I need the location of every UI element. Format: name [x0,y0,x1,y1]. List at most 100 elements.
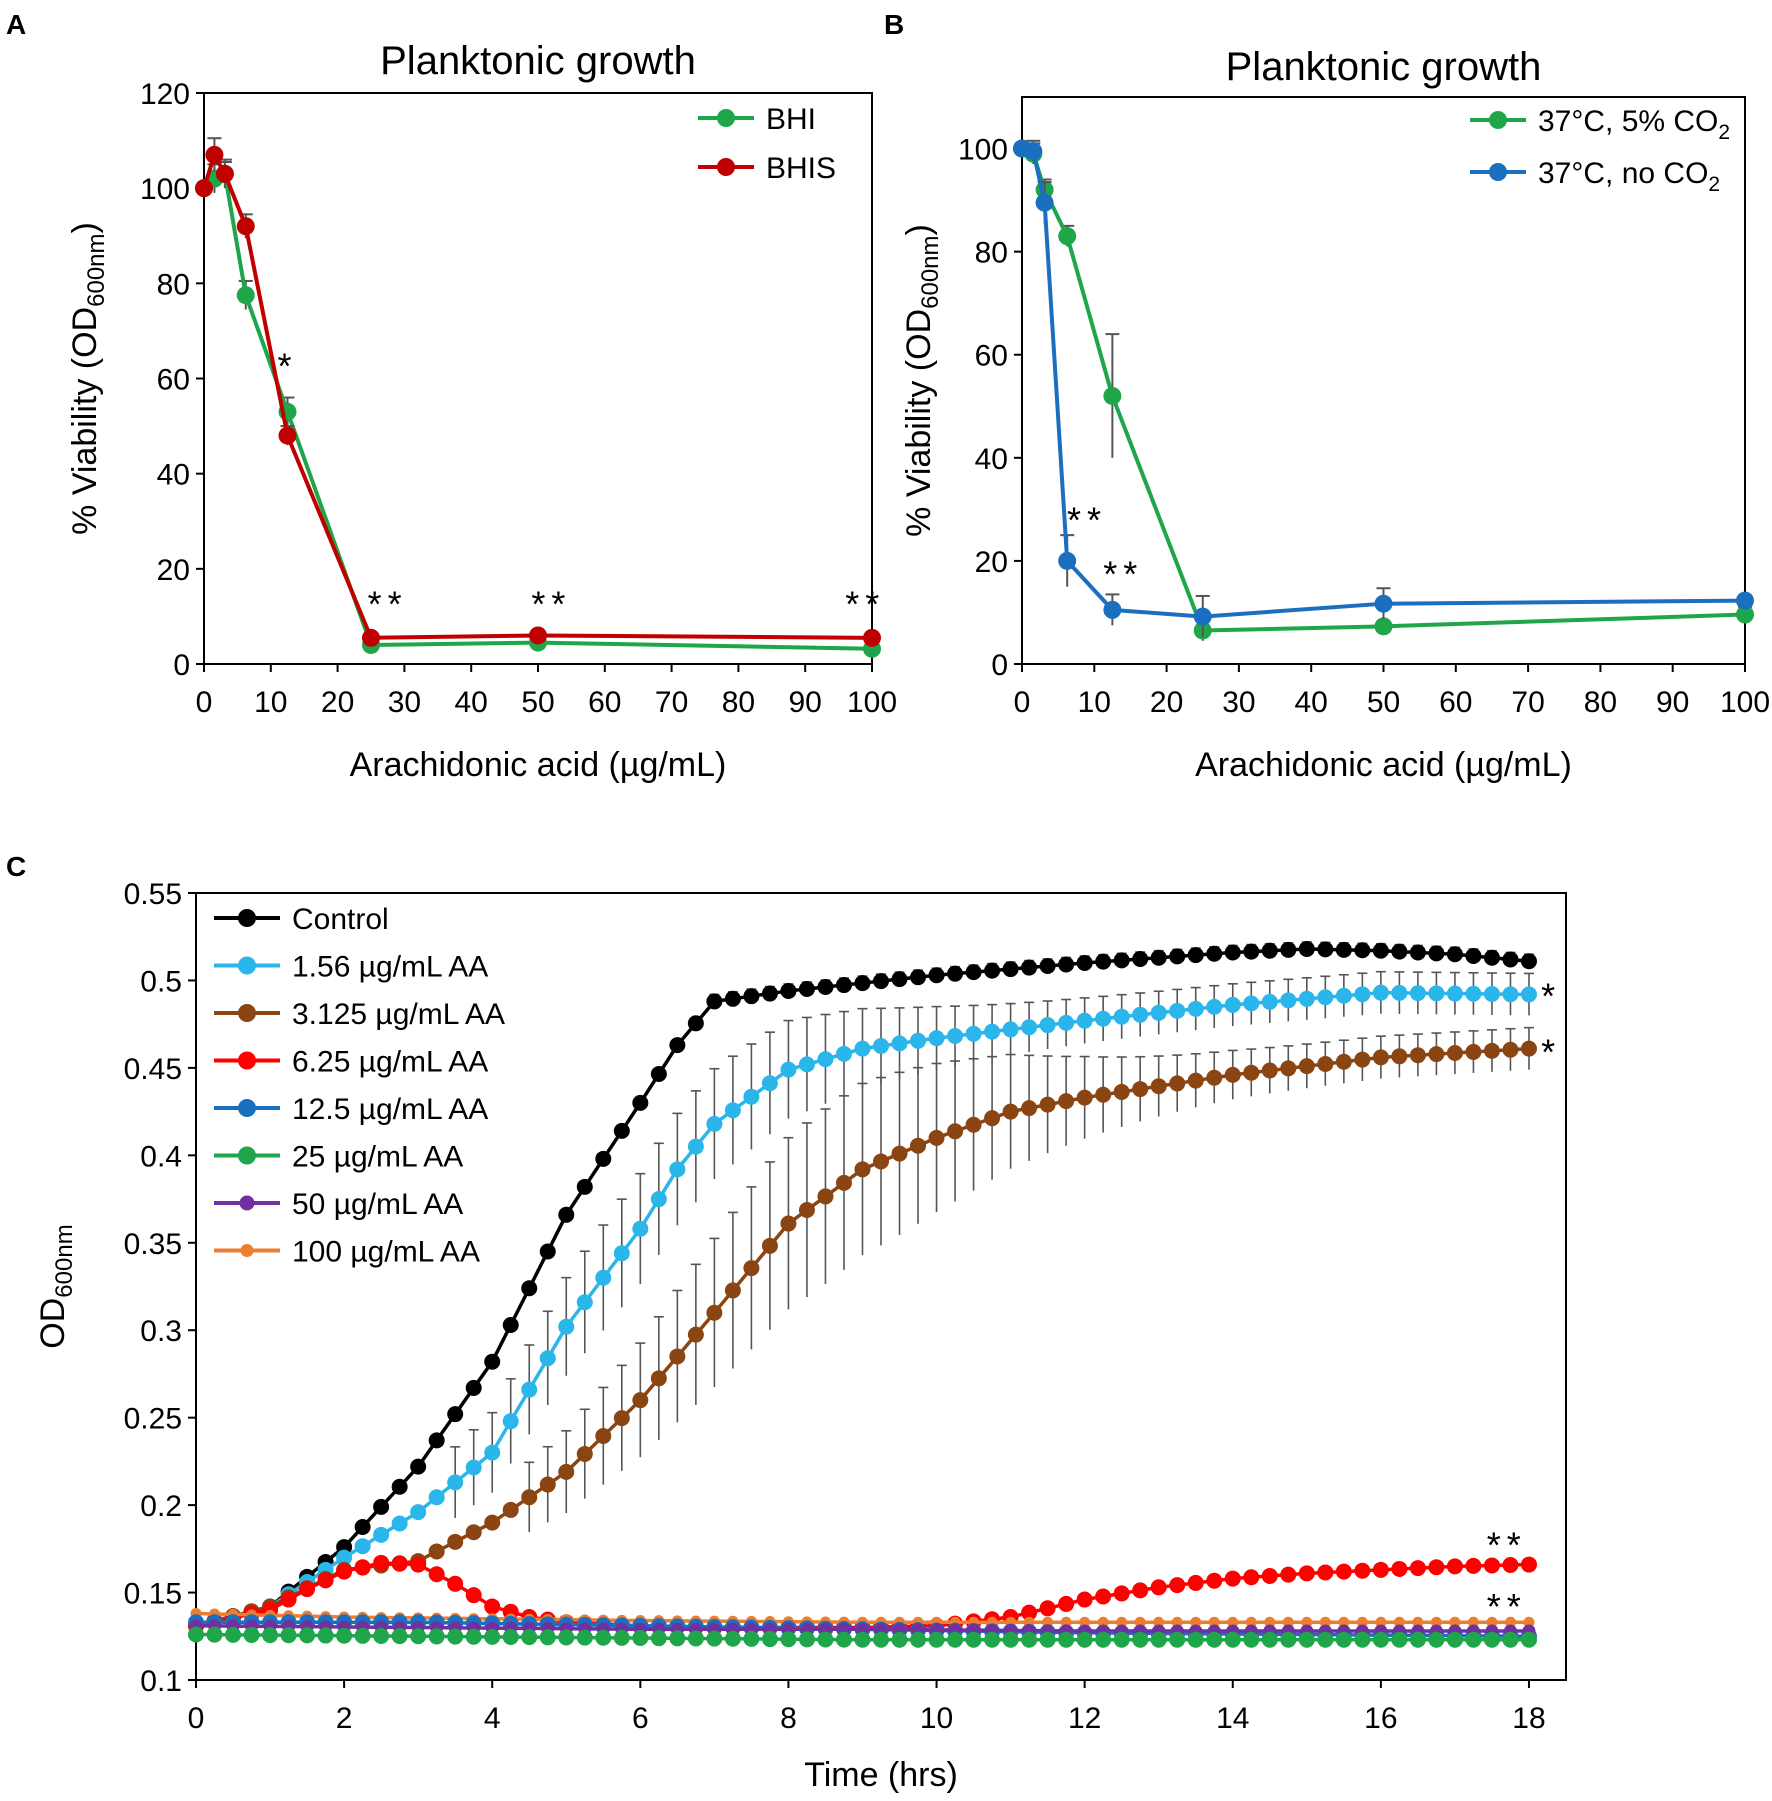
panel-a-significance-mark: ** [845,583,885,624]
panel-c-data-point [854,1631,871,1648]
panel-c-y-axis-label: OD600nm [34,1224,78,1348]
panel-c-data-point [743,1630,760,1647]
panel-c-y-tick-label: 0.2 [140,1490,182,1523]
panel-c-data-point [1317,1055,1334,1072]
panel-c-data-point [354,1518,371,1535]
panel-c-chart: 0 2 4 6 8 10 12 14 16 18 0.1 0.15 0.2 0.25 0.3 0.35 0.4 0… [6,851,1567,1794]
panel-c-data-point [650,1066,667,1083]
panel-c-data-point [761,1237,778,1254]
panel-c-data-point [650,1191,667,1208]
panel-a-letter: A [6,9,26,40]
panel-c-x-tick-label: 4 [484,1702,501,1735]
panel-c-data-point [1520,1040,1537,1057]
panel-c-data-point [1039,1017,1056,1034]
panel-c-data-point [1354,1562,1371,1579]
panel-c-data-point [1298,1565,1315,1582]
panel-c-data-point [965,964,982,981]
panel-c-data-point [1449,1616,1461,1628]
panel-c-data-point [761,1075,778,1092]
panel-c-data-point [873,1153,889,1170]
panel-b-x-tick-label: 10 [1078,686,1111,719]
panel-c-data-point [1116,1616,1128,1628]
panel-c-data-point [576,1629,593,1646]
panel-a-x-tick-label: 50 [521,686,554,719]
panel-c-data-point [724,1630,741,1647]
panel-c-data-point [1058,1093,1075,1110]
panel-c-data-point [1076,1631,1093,1648]
panel-c-data-point [410,1628,427,1645]
panel-c-data-point [558,1629,575,1646]
panel-c-data-point [1354,942,1371,959]
panel-c-data-point [280,1627,297,1644]
panel-c-data-point [835,1174,852,1191]
panel-c-data-point [910,1032,927,1049]
panel-c-significance-mark: ** [1487,1586,1527,1627]
panel-c-data-point [965,1025,982,1042]
panel-c-legend-label: Control [292,903,389,936]
panel-c-data-point [1430,1616,1442,1628]
panel-c-data-point [1187,1574,1204,1591]
panel-c-data-point [1317,989,1334,1006]
panel-c-data-point [428,1432,445,1449]
panel-c-data-point [891,1035,908,1052]
panel-c-data-point [1243,1631,1260,1648]
panel-c-data-point [1224,944,1241,961]
panel-c-data-point [910,1631,927,1648]
panel-b-y-tick-label: 0 [991,649,1008,682]
panel-c-data-point [1187,947,1204,964]
panel-c-data-point [1206,1631,1223,1648]
panel-c-data-point [1039,1600,1056,1617]
panel-c-legend-label: 12.5 µg/mL AA [292,1093,488,1126]
panel-c-data-point [761,1631,778,1648]
panel-c-data-point [984,1110,1001,1127]
panel-c-letter: C [6,851,26,882]
panel-c-data-point [1391,984,1408,1001]
panel-b-letter: B [884,9,904,40]
panel-a-title: Planktonic growth [380,39,696,83]
panel-c-data-point [687,1630,704,1647]
panel-c-data-point [817,1188,834,1205]
panel-c-data-point [1095,1588,1112,1605]
panel-c-data-point [1076,1591,1093,1608]
panel-c-data-point [650,1370,667,1387]
panel-c-data-point [706,1304,723,1321]
panel-c-data-point [1021,1631,1038,1648]
panel-c-data-point [928,1030,945,1047]
panel-c-data-point [780,1215,797,1232]
panel-c-data-point [539,1476,556,1493]
panel-c-data-point [1245,1616,1257,1628]
panel-c-data-point [873,1631,889,1648]
panel-b-data-point [1193,607,1212,626]
panel-c-data-point [1280,941,1297,958]
panel-c-data-point [1520,953,1537,970]
panel-a-significance-mark: ** [531,583,571,624]
panel-c-data-point [521,1629,538,1646]
panel-c-data-point [336,1563,353,1580]
panel-c-data-point [1208,1616,1220,1628]
panel-c-data-point [1039,1096,1056,1113]
panel-a-y-axis-label: % Viability (OD600nm) [66,222,110,535]
panel-c-x-tick-label: 16 [1364,1702,1397,1735]
panel-c-data-point [613,1410,630,1427]
panel-c-data-point [1393,1616,1405,1628]
panel-c-data-point [521,1489,538,1506]
panel-c-data-point [910,1137,927,1154]
panel-c-data-point [1335,1631,1352,1648]
panel-c-data-point [947,965,964,982]
panel-c-data-point [1187,1000,1204,1017]
panel-c-legend-label: 3.125 µg/mL AA [292,998,505,1031]
panel-c-data-point [1132,1582,1149,1599]
panel-c-data-point [687,1015,704,1032]
panel-c-data-point [706,1115,723,1132]
panel-c-x-tick-label: 8 [780,1702,797,1735]
panel-c-data-point [669,1161,686,1178]
panel-c-data-point [854,975,871,992]
panel-c-data-point [1298,990,1315,1007]
panel-c-significance-mark: * [1541,975,1561,1016]
panel-c-data-point [1261,1062,1278,1079]
panel-c-data-point [1338,1616,1350,1628]
panel-b-data-point [1103,386,1122,405]
panel-c-data-point [854,1161,871,1178]
panel-c-data-point [539,1350,556,1367]
panel-a-x-tick-label: 60 [588,686,621,719]
